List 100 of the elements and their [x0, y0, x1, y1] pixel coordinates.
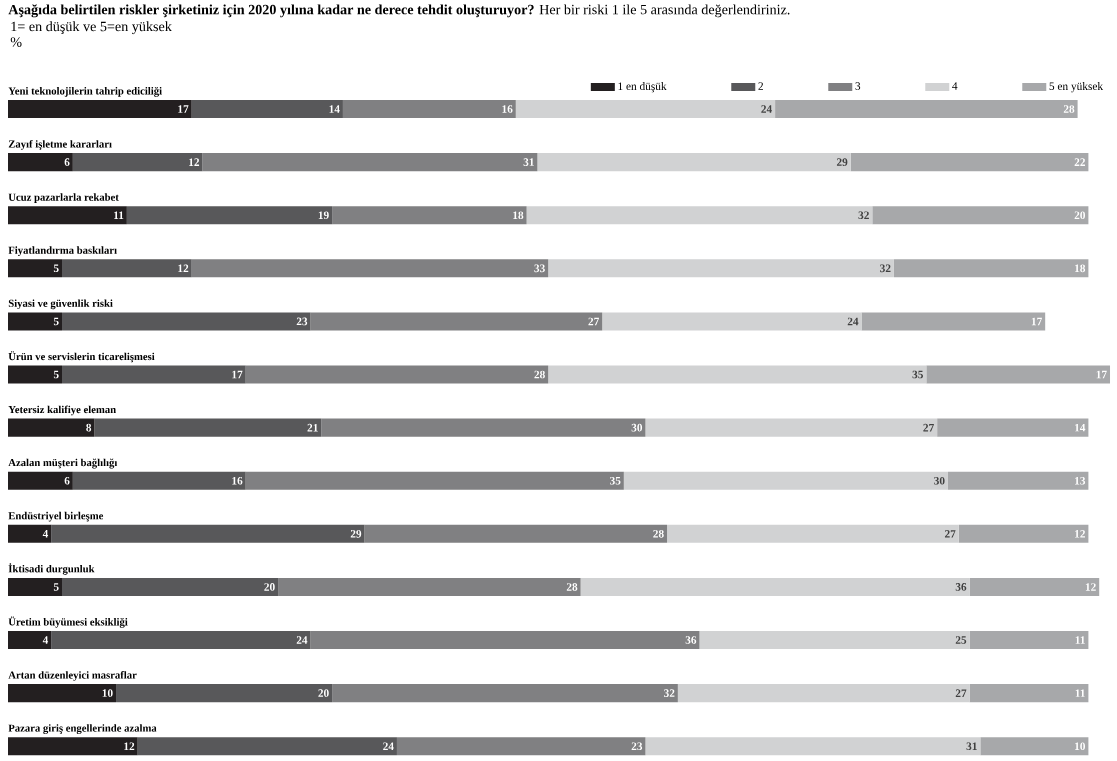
- data-label: 24: [847, 317, 859, 326]
- bar: [8, 684, 117, 703]
- bar: [51, 524, 365, 543]
- y-tick-label: Azalan müşteri bağlılığı: [8, 458, 118, 469]
- bar: [62, 312, 311, 331]
- bar: [396, 737, 646, 756]
- y-tick-label: Ürün ve servislerin ticarelişmesi: [8, 351, 155, 363]
- bar: [667, 524, 959, 543]
- data-label: 25: [955, 636, 967, 644]
- data-label: 35: [912, 370, 923, 379]
- data-label: 12: [189, 158, 200, 166]
- data-label: 32: [858, 211, 869, 220]
- text: %: [10, 37, 22, 47]
- data-label: 16: [502, 105, 513, 113]
- bar: [548, 259, 894, 278]
- bar: [872, 206, 1089, 225]
- bar: [332, 206, 527, 225]
- data-label: 19: [318, 211, 329, 220]
- data-label: 6: [64, 158, 70, 166]
- data-label: 8: [86, 423, 92, 432]
- data-label: 36: [955, 583, 967, 591]
- data-label: 21: [307, 423, 318, 432]
- bar: [8, 418, 95, 437]
- bar: [116, 684, 333, 703]
- data-label: 24: [296, 636, 308, 644]
- y-tick-label: Fiyatlandırma baskıları: [8, 246, 117, 257]
- bar: [947, 471, 1089, 490]
- data-label: 20: [264, 583, 275, 591]
- bar: [191, 100, 343, 119]
- data-label: 12: [124, 742, 135, 750]
- data-label: 32: [880, 264, 891, 273]
- data-label: 28: [1063, 105, 1075, 113]
- y-tick-label: Artan düzenleyici masraflar: [8, 671, 137, 681]
- data-label: 11: [1075, 636, 1085, 644]
- bar: [8, 100, 192, 119]
- bar: [861, 312, 1046, 331]
- data-label: 10: [1075, 742, 1086, 751]
- bar: [72, 153, 203, 172]
- data-label: 24: [383, 742, 394, 750]
- data-label: 10: [102, 689, 113, 697]
- y-tick-label: Yetersiz kalifiye eleman: [8, 405, 116, 416]
- data-label: 28: [653, 530, 664, 538]
- y-tick-label: Üretim büyümesi eksikliği: [8, 616, 128, 628]
- data-label: 27: [944, 530, 956, 538]
- bar: [8, 206, 127, 225]
- legend-label: 5 en yüksek: [1049, 82, 1104, 93]
- bar: [278, 577, 581, 596]
- data-label: 23: [296, 317, 308, 326]
- chart-title: Aşağıda belirtilen riskler şirketiniz için 2020 yılına kadar ne derece tehdit oluşturuyor? Her bir riski 1 ile 5 arasında değerlendiriniz.: [8, 4, 790, 18]
- y-tick-label: Pazara giriş engellerinde azalma: [8, 724, 157, 734]
- bar: [245, 471, 624, 490]
- bar: [62, 259, 192, 278]
- legend-label: 3: [855, 82, 861, 90]
- y-tick-label: Siyasi ve güvenlik riski: [8, 299, 113, 310]
- data-label: 27: [955, 689, 967, 697]
- data-label: 5: [53, 317, 59, 326]
- data-label: 36: [685, 636, 697, 644]
- data-label: 14: [329, 105, 340, 113]
- bar: [548, 365, 927, 384]
- bar: [310, 631, 700, 650]
- bar: [8, 365, 63, 384]
- data-label: 12: [1085, 583, 1096, 591]
- bar: [969, 631, 1089, 650]
- data-label: 17: [232, 370, 243, 379]
- bar: [321, 418, 646, 437]
- bar: [202, 153, 538, 172]
- data-label: 35: [609, 476, 621, 485]
- data-label: 12: [178, 264, 189, 273]
- data-label: 29: [350, 530, 362, 538]
- bar: [958, 524, 1089, 543]
- bar: [580, 577, 970, 596]
- data-label: 30: [934, 476, 945, 485]
- bar: [926, 365, 1111, 384]
- data-label: 13: [1075, 476, 1086, 485]
- data-label: 22: [1074, 158, 1085, 166]
- data-label: 5: [53, 583, 59, 591]
- data-label: 11: [1075, 689, 1085, 697]
- bar: [8, 471, 73, 490]
- data-label: 6: [64, 476, 70, 485]
- bar: [969, 684, 1089, 703]
- data-label: 27: [923, 423, 934, 432]
- bar: [699, 631, 970, 650]
- data-label: 31: [966, 742, 977, 751]
- bar: [937, 418, 1089, 437]
- data-label: 17: [1031, 317, 1042, 326]
- data-label: 32: [664, 689, 675, 697]
- bar: [126, 206, 333, 225]
- bar: [364, 524, 668, 543]
- bar: [969, 577, 1100, 596]
- bar: [245, 365, 549, 384]
- bar: [677, 684, 970, 703]
- y-tick-label: Zayıf işletme kararları: [8, 140, 112, 150]
- data-label: 12: [1075, 530, 1085, 538]
- data-label: 4: [42, 636, 49, 644]
- data-label: 28: [566, 583, 578, 591]
- bar: [645, 418, 938, 437]
- bar: [310, 312, 603, 331]
- bar: [980, 737, 1089, 756]
- data-label: 28: [534, 370, 545, 379]
- data-label: 23: [631, 742, 643, 751]
